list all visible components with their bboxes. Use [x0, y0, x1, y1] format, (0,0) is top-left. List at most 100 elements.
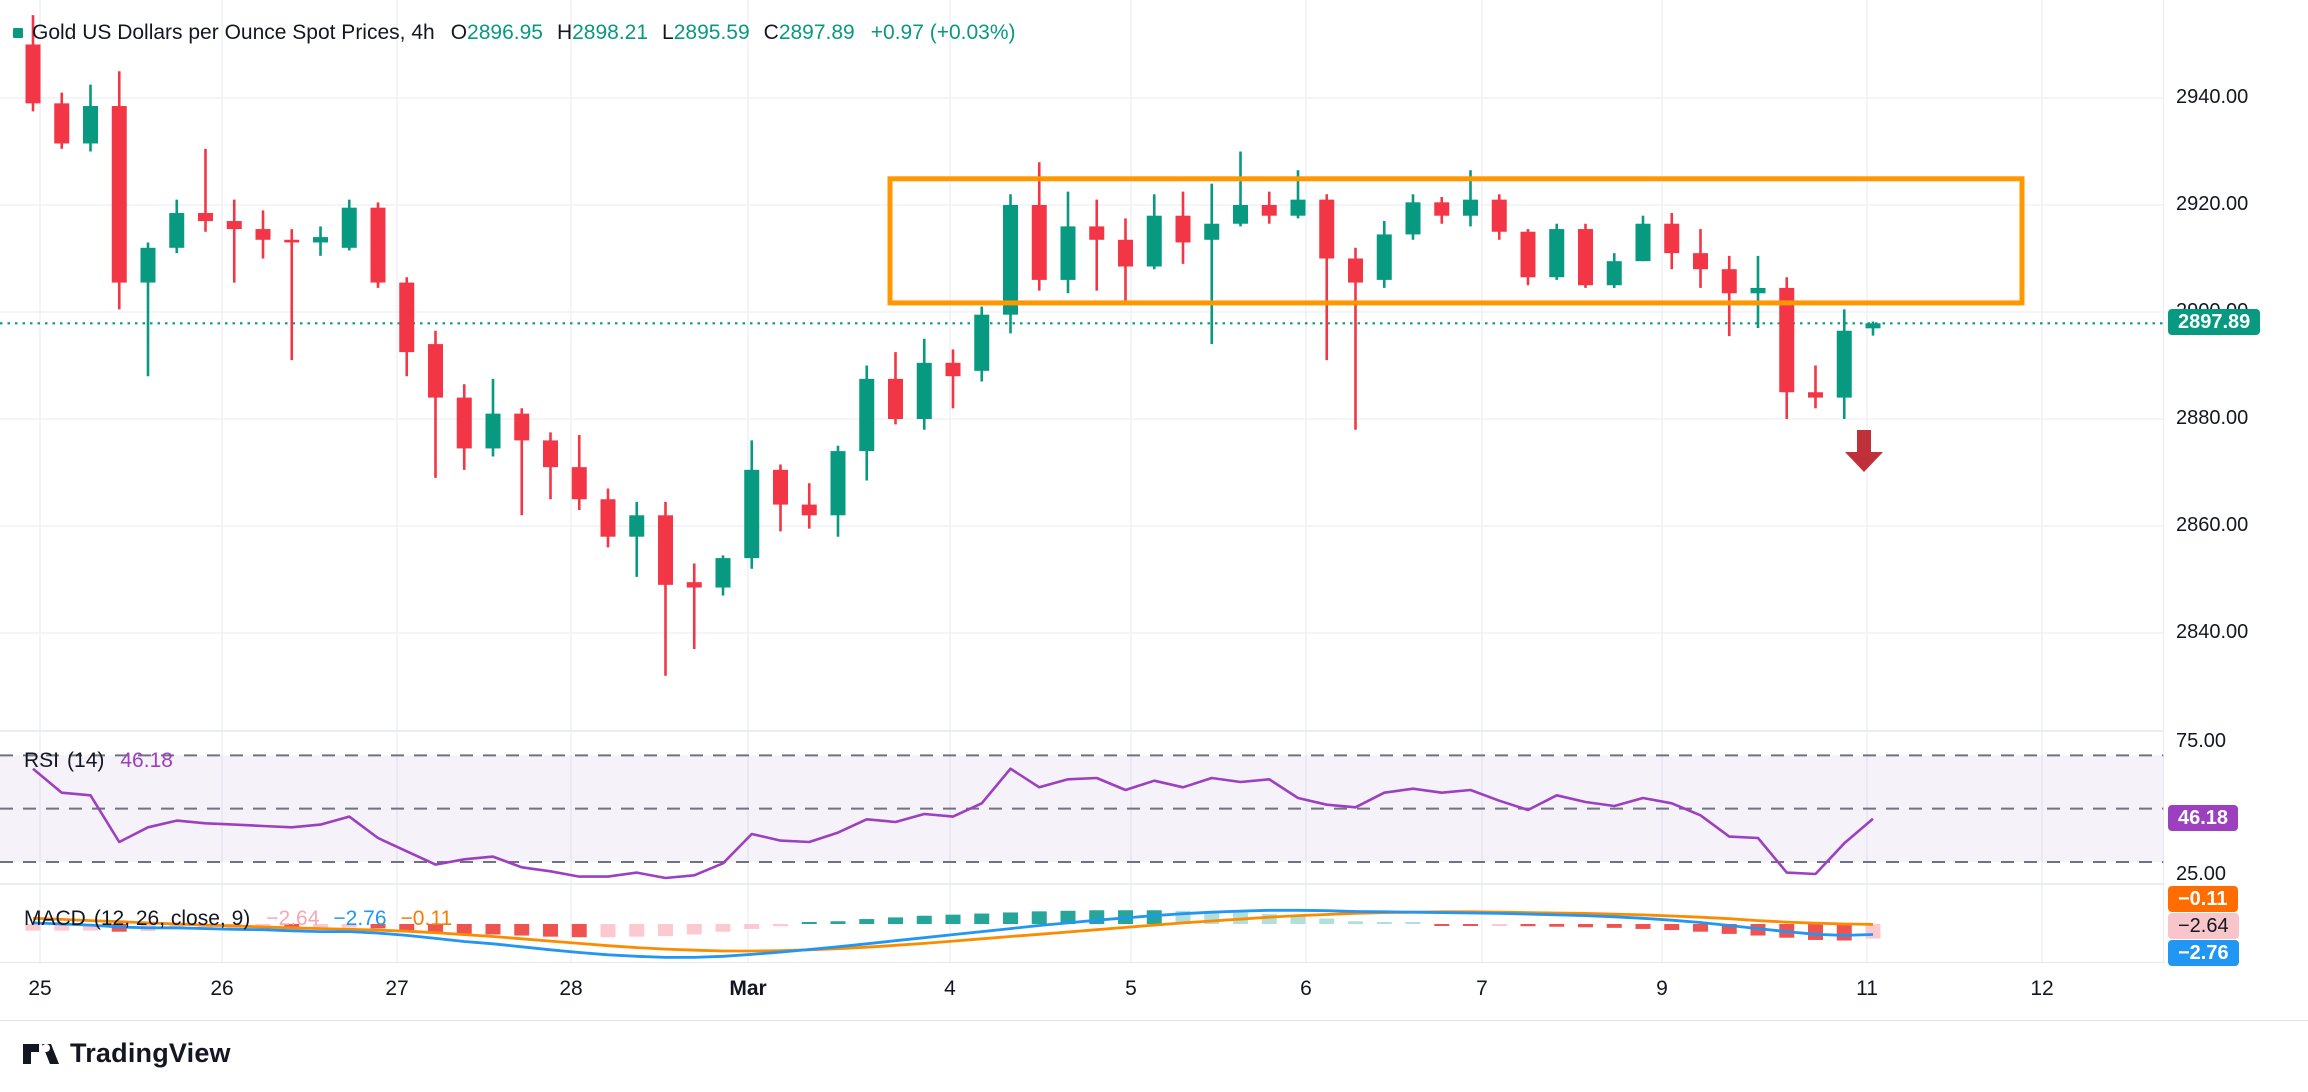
price-axis-label: 2860.00	[2176, 514, 2249, 536]
macd-pane	[25, 908, 1881, 959]
candle	[945, 349, 961, 409]
time-axis-label: 28	[559, 977, 583, 1000]
macd-name: MACD	[24, 907, 86, 930]
candle	[198, 148, 213, 232]
candle	[543, 432, 558, 500]
candle	[974, 306, 990, 382]
candle	[1721, 255, 1737, 337]
candle	[1003, 194, 1018, 334]
tradingview-logo[interactable]: TradingView	[22, 1038, 231, 1069]
candle	[1261, 191, 1277, 224]
candle	[916, 338, 932, 430]
price-axis-label: 2940.00	[2176, 86, 2249, 108]
symbol-marker-icon	[13, 28, 23, 38]
time-axis-label: 5	[1125, 977, 1137, 1000]
candle	[1348, 247, 1363, 430]
time-axis-label: 27	[385, 977, 409, 1000]
candle	[54, 92, 70, 149]
candle	[888, 352, 903, 425]
rsi-line	[32, 767, 1874, 880]
time-axis-label: 26	[210, 977, 234, 1000]
main-legend[interactable]: Gold US Dollars per Ounce Spot Prices, 4…	[13, 20, 1016, 46]
candle	[341, 199, 357, 251]
candle	[284, 229, 300, 361]
candle	[1118, 218, 1133, 304]
rsi-axis-label: 75.00	[2176, 730, 2227, 752]
candle	[1089, 199, 1105, 291]
time-axis-label: 4	[944, 977, 956, 1000]
candle	[456, 384, 472, 470]
candle	[1405, 194, 1421, 240]
candle	[1376, 221, 1392, 288]
macd-signal-line	[32, 910, 1874, 953]
range-box-annotation[interactable]	[887, 176, 2025, 306]
candle	[140, 242, 156, 377]
candle	[83, 84, 98, 152]
candle	[1750, 255, 1766, 329]
time-scale[interactable]: 25 26 27 28 Mar 4 5 6 7 9 11 12	[0, 962, 2308, 1021]
price-axis-label: 2920.00	[2176, 193, 2249, 215]
price-axis-label: 2880.00	[2176, 407, 2249, 429]
candle	[1060, 191, 1076, 294]
tradingview-brand-text: TradingView	[70, 1038, 231, 1068]
candle	[715, 555, 731, 596]
rsi-value-badge: 46.18	[2168, 804, 2239, 831]
down-arrow-annotation[interactable]	[1845, 430, 1883, 472]
candle	[1175, 191, 1191, 264]
macd-params: (12, 26, close, 9)	[93, 907, 251, 930]
time-axis-label: Mar	[729, 977, 767, 1000]
chart-canvas[interactable]	[0, 0, 2308, 1019]
candle	[1031, 162, 1047, 291]
candle	[25, 15, 41, 112]
macd-legend[interactable]: MACD (12, 26, close, 9) −2.64 −2.76 −0.1…	[24, 906, 452, 932]
candle	[1520, 229, 1536, 286]
candle	[313, 226, 328, 256]
candle	[1549, 223, 1565, 280]
candle	[370, 202, 386, 288]
ohlc-low: L2895.59	[662, 21, 750, 44]
candle	[1693, 229, 1708, 288]
candle	[255, 210, 271, 259]
candle	[1491, 194, 1507, 240]
ohlc-high: H2898.21	[556, 21, 649, 44]
candle	[1578, 223, 1593, 288]
candle	[485, 378, 501, 457]
candle	[111, 71, 127, 310]
candle	[1635, 215, 1651, 262]
candle	[169, 199, 185, 254]
candle	[571, 435, 587, 510]
candle	[773, 464, 788, 532]
rsi-legend[interactable]: RSI (14) 46.18	[24, 748, 173, 774]
price-change: +0.97 (+0.03%)	[870, 21, 1016, 44]
candle	[1204, 183, 1220, 345]
candle	[1808, 365, 1823, 409]
ohlc-open: O2896.95	[450, 21, 543, 44]
candle	[1664, 213, 1680, 270]
candle	[226, 199, 242, 283]
candle	[1606, 253, 1622, 288]
price-scale[interactable]: 2897.89 46.18 −0.11 −2.64 −2.76 2940.00 2…	[2164, 0, 2308, 1019]
time-axis-label: 11	[1856, 977, 1878, 1000]
rsi-axis-label: 25.00	[2176, 863, 2227, 886]
ohlc-close: C2897.89	[763, 21, 855, 44]
candle	[399, 277, 415, 377]
last-price-badge: 2897.89	[2168, 309, 2261, 336]
symbol-title[interactable]: Gold US Dollars per Ounce Spot Prices, 4…	[32, 21, 435, 44]
candle	[859, 365, 875, 481]
candle	[801, 483, 817, 529]
time-axis-label: 25	[28, 977, 52, 1000]
rsi-pane	[0, 754, 2164, 880]
rsi-params: (14)	[67, 749, 105, 772]
candle	[1434, 196, 1450, 224]
candle	[830, 445, 846, 537]
macd-hist-badge: −2.64	[2168, 913, 2239, 939]
candle	[658, 501, 673, 676]
macd-hist-value: −2.64	[266, 907, 320, 930]
candle	[686, 563, 702, 650]
candle	[428, 330, 443, 478]
macd-signal-value: −0.11	[400, 907, 453, 930]
grid-lines	[0, 0, 2164, 962]
candle	[629, 501, 645, 577]
time-axis-label: 6	[1300, 977, 1312, 1000]
